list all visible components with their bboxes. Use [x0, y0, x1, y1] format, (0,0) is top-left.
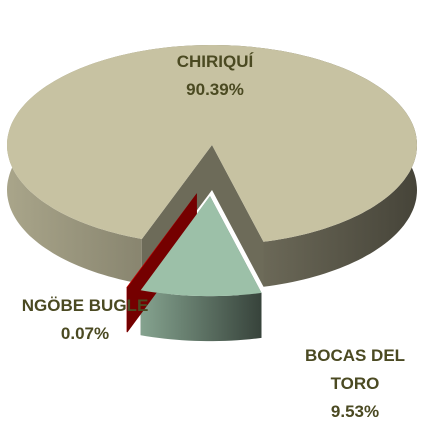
slice-label: CHIRIQUÍ 90.39% — [150, 48, 280, 104]
slice-cut-wall — [212, 145, 264, 287]
slice-label: BOCAS DEL TORO 9.53% — [290, 342, 420, 426]
value-label: 0.07% — [60, 324, 110, 343]
slice-side — [140, 290, 262, 342]
slice-label: NGÖBE BUGLE 0.07% — [5, 292, 165, 348]
category-label: CHIRIQUÍ — [176, 52, 254, 71]
slice — [126, 193, 197, 288]
category-label: BOCAS DEL TORO — [304, 346, 406, 393]
slice — [140, 196, 262, 297]
value-label: 90.39% — [186, 80, 244, 99]
slice — [7, 45, 417, 242]
category-label: NGÖBE BUGLE — [21, 296, 149, 315]
slice-side — [126, 287, 128, 333]
value-label: 9.53% — [330, 402, 380, 421]
